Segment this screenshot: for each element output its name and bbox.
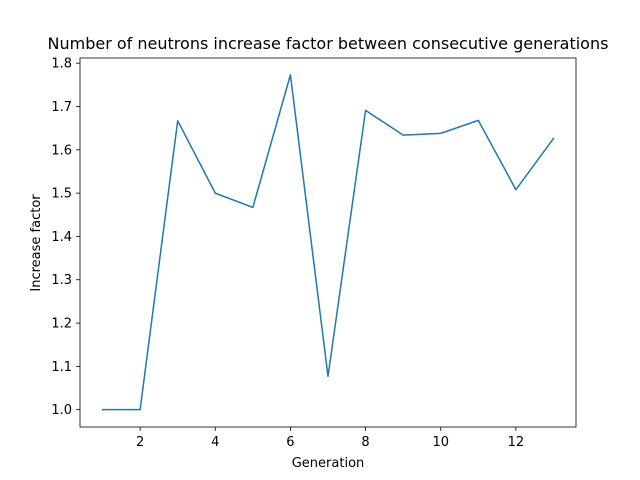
x-axis-label: Generation [292, 456, 365, 471]
plot-area: 2 4 6 8 10 12 1.0 1.1 1.2 1.3 1.4 1.5 1.6 1.7 1.8 [51, 57, 577, 450]
x-tick-label: 6 [286, 435, 294, 450]
x-tick-label: 2 [136, 435, 144, 450]
y-tick-label: 1.6 [51, 143, 72, 158]
y-tick-label: 1.4 [51, 230, 72, 245]
x-tick-label: 4 [211, 435, 219, 450]
y-tick-label: 1.8 [51, 57, 72, 72]
x-tick-label: 10 [432, 435, 449, 450]
y-tick-label: 1.3 [51, 273, 72, 288]
y-tick-label: 1.1 [51, 360, 72, 375]
y-tick-label: 1.0 [51, 403, 72, 418]
axes-frame [79, 57, 577, 428]
x-tick-label: 8 [361, 435, 369, 450]
y-tick-label: 1.5 [51, 187, 72, 202]
x-tick-label: 12 [508, 435, 525, 450]
y-axis-label: Increase factor [29, 194, 44, 292]
y-tick-label: 1.2 [51, 317, 72, 332]
chart-title: Number of neutrons increase factor betwe… [48, 34, 609, 53]
y-tick-label: 1.7 [51, 100, 72, 115]
